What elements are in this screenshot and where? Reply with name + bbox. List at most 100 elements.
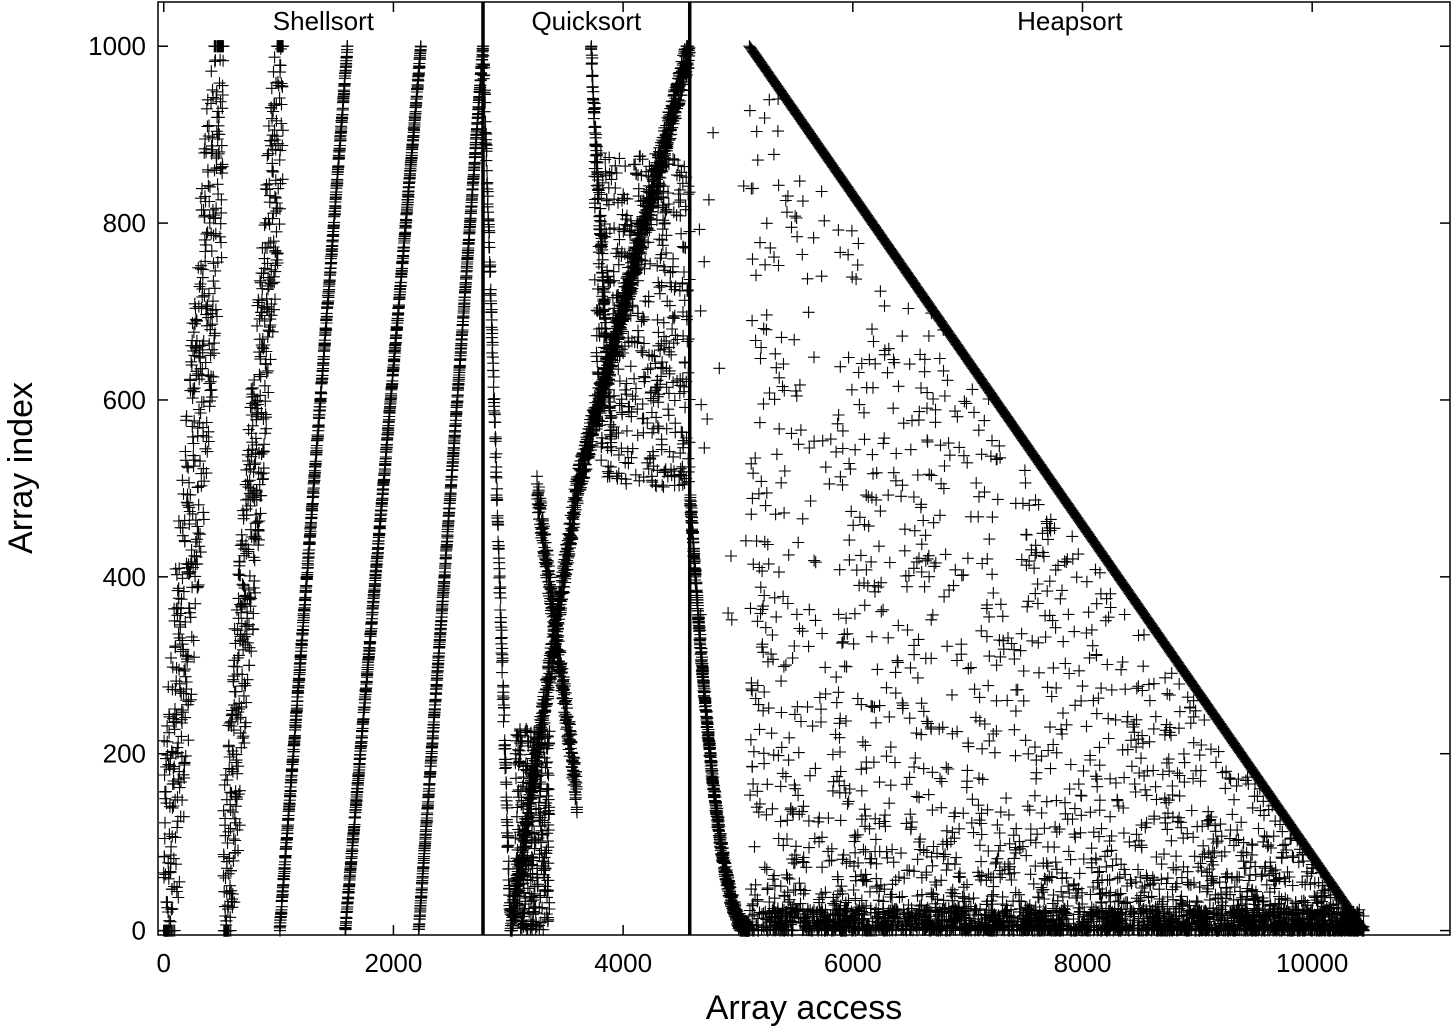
- data-point: [268, 303, 280, 316]
- data-point: [599, 293, 612, 306]
- data-point: [657, 480, 670, 493]
- data-point: [207, 209, 220, 222]
- data-point: [261, 364, 274, 377]
- data-point: [215, 236, 227, 249]
- data-point: [241, 636, 254, 649]
- data-point: [222, 867, 235, 880]
- data-point: [215, 206, 228, 219]
- data-point: [232, 568, 245, 581]
- data-point: [221, 837, 234, 849]
- data-point: [177, 768, 190, 781]
- data-point: [226, 901, 239, 914]
- data-point: [223, 751, 236, 763]
- data-point: [497, 715, 510, 728]
- data-point: [209, 303, 222, 316]
- data-point: [201, 226, 214, 239]
- data-point: [270, 97, 283, 110]
- data-point: [177, 585, 190, 598]
- data-point: [494, 604, 507, 616]
- data-point: [205, 97, 217, 110]
- data-point: [188, 454, 201, 466]
- data-point: [276, 124, 289, 137]
- data-point: [196, 346, 209, 359]
- data-point: [229, 834, 242, 847]
- data-point: [253, 478, 266, 491]
- data-point: [653, 287, 666, 300]
- data-point: [174, 621, 187, 634]
- data-point: [586, 69, 599, 82]
- data-point: [213, 77, 226, 90]
- data-point: [205, 245, 218, 258]
- data-point: [172, 891, 185, 904]
- data-point: [164, 915, 177, 928]
- data-point: [666, 323, 679, 335]
- data-point: [272, 182, 285, 195]
- data-point: [266, 277, 279, 290]
- data-point: [676, 177, 689, 190]
- data-point: [175, 730, 188, 743]
- data-point: [256, 282, 269, 295]
- data-point: [191, 520, 204, 533]
- data-point: [486, 336, 499, 349]
- data-point: [225, 864, 237, 877]
- data-point: [196, 362, 209, 375]
- data-point: [159, 816, 171, 829]
- data-point: [250, 532, 262, 545]
- data-point: [268, 276, 281, 289]
- data-point: [254, 350, 267, 363]
- data-point: [173, 875, 186, 888]
- data-point: [636, 398, 649, 410]
- data-point: [255, 448, 268, 460]
- data-point: [603, 467, 616, 480]
- data-point: [206, 203, 219, 216]
- data-point: [242, 583, 255, 596]
- data-point: [276, 173, 289, 186]
- data-point: [238, 737, 251, 749]
- data-point: [493, 570, 506, 583]
- data-point: [170, 858, 182, 871]
- data-point: [486, 323, 499, 336]
- data-point: [230, 754, 243, 767]
- data-point: [251, 319, 264, 332]
- data-point: [231, 823, 244, 836]
- data-point: [632, 324, 644, 337]
- data-point: [637, 313, 650, 326]
- data-point: [224, 879, 236, 892]
- data-point: [165, 840, 178, 853]
- data-point: [188, 414, 201, 427]
- data-point: [620, 377, 633, 390]
- data-point: [255, 489, 268, 502]
- data-point: [192, 261, 205, 274]
- data-point: [629, 393, 642, 406]
- data-point: [197, 335, 210, 348]
- data-point: [247, 623, 260, 636]
- data-point: [270, 76, 282, 89]
- data-point: [200, 146, 213, 159]
- data-point: [253, 368, 266, 381]
- data-point: [196, 182, 208, 195]
- data-point: [171, 791, 184, 804]
- data-point: [194, 455, 206, 468]
- data-point: [258, 438, 270, 451]
- data-point: [210, 125, 223, 138]
- data-point: [201, 120, 214, 133]
- data-point: [228, 622, 241, 635]
- data-point: [193, 540, 206, 553]
- data-point: [487, 381, 500, 394]
- data-point: [179, 616, 192, 628]
- data-point: [207, 295, 219, 308]
- data-point: [241, 475, 254, 488]
- data-point: [194, 278, 207, 290]
- data-point: [191, 533, 203, 546]
- data-point: [663, 364, 676, 377]
- data-point: [586, 51, 599, 64]
- data-point: [266, 157, 279, 170]
- data-point: [209, 327, 221, 340]
- data-point: [185, 359, 198, 372]
- data-point: [171, 584, 184, 597]
- data-point: [498, 709, 511, 722]
- data-point: [202, 179, 215, 192]
- data-point: [214, 230, 226, 243]
- data-point: [185, 355, 198, 368]
